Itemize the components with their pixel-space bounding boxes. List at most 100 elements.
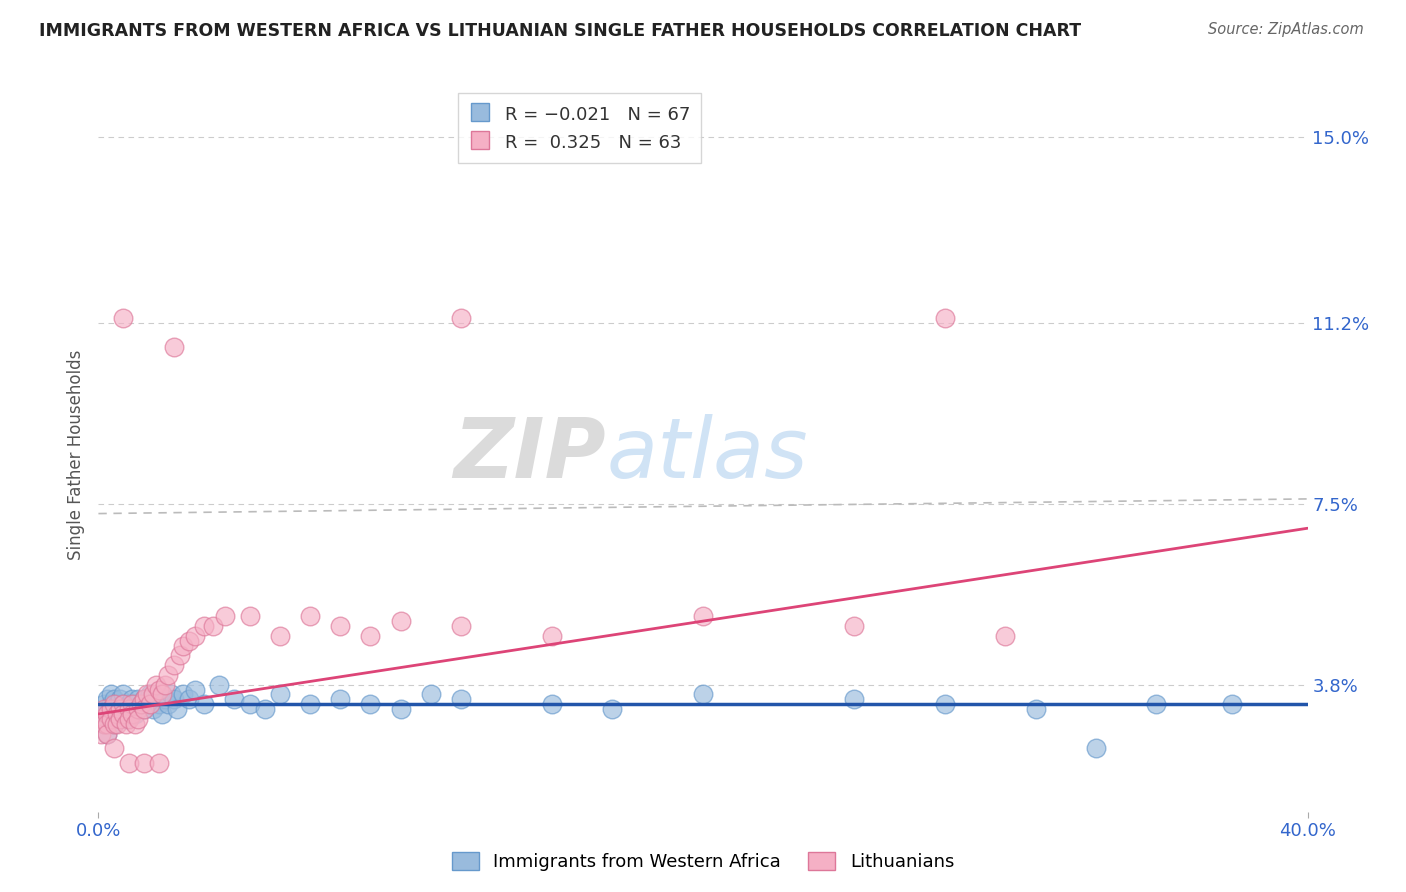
Point — [103, 716, 125, 731]
Point — [934, 311, 956, 326]
Point — [934, 697, 956, 711]
Point — [96, 692, 118, 706]
Point — [132, 702, 155, 716]
Point — [692, 687, 714, 701]
Point — [184, 629, 207, 643]
Point — [329, 692, 352, 706]
Point — [166, 702, 188, 716]
Point — [111, 697, 134, 711]
Point — [844, 692, 866, 706]
Point — [111, 697, 134, 711]
Point — [132, 692, 155, 706]
Point — [100, 697, 122, 711]
Point — [329, 619, 352, 633]
Point — [118, 706, 141, 721]
Point — [153, 692, 176, 706]
Point — [135, 697, 157, 711]
Point — [172, 687, 194, 701]
Legend: R = −0.021   N = 67, R =  0.325   N = 63: R = −0.021 N = 67, R = 0.325 N = 63 — [458, 93, 702, 163]
Point — [269, 687, 291, 701]
Text: Source: ZipAtlas.com: Source: ZipAtlas.com — [1208, 22, 1364, 37]
Point — [103, 716, 125, 731]
Text: atlas: atlas — [606, 415, 808, 495]
Point — [148, 756, 170, 770]
Point — [148, 682, 170, 697]
Point — [111, 311, 134, 326]
Point — [124, 697, 146, 711]
Point — [1144, 697, 1167, 711]
Point — [127, 692, 149, 706]
Point — [145, 692, 167, 706]
Point — [540, 629, 562, 643]
Point — [108, 692, 131, 706]
Point — [299, 697, 322, 711]
Point — [1085, 741, 1108, 756]
Point — [90, 712, 112, 726]
Point — [114, 716, 136, 731]
Point — [139, 697, 162, 711]
Point — [163, 340, 186, 354]
Point — [105, 706, 128, 721]
Point — [184, 682, 207, 697]
Point — [114, 702, 136, 716]
Point — [420, 687, 443, 701]
Point — [169, 648, 191, 663]
Point — [389, 702, 412, 716]
Point — [93, 697, 115, 711]
Point — [118, 712, 141, 726]
Point — [139, 687, 162, 701]
Point — [96, 706, 118, 721]
Point — [253, 702, 276, 716]
Point — [994, 629, 1017, 643]
Point — [450, 311, 472, 326]
Point — [1024, 702, 1046, 716]
Point — [172, 639, 194, 653]
Point — [214, 609, 236, 624]
Point — [602, 702, 624, 716]
Text: ZIP: ZIP — [454, 415, 606, 495]
Point — [93, 716, 115, 731]
Point — [224, 692, 246, 706]
Point — [160, 687, 183, 701]
Point — [193, 697, 215, 711]
Point — [450, 692, 472, 706]
Point — [360, 629, 382, 643]
Point — [844, 619, 866, 633]
Point — [114, 712, 136, 726]
Point — [121, 692, 143, 706]
Point — [142, 687, 165, 701]
Point — [150, 687, 173, 701]
Point — [105, 706, 128, 721]
Point — [1220, 697, 1243, 711]
Point — [360, 697, 382, 711]
Point — [179, 692, 201, 706]
Point — [100, 687, 122, 701]
Point — [100, 702, 122, 716]
Point — [90, 706, 112, 721]
Point — [108, 702, 131, 716]
Point — [127, 702, 149, 716]
Point — [129, 697, 152, 711]
Point — [692, 609, 714, 624]
Point — [105, 697, 128, 711]
Point — [124, 716, 146, 731]
Point — [111, 706, 134, 721]
Point — [540, 697, 562, 711]
Point — [103, 697, 125, 711]
Point — [103, 692, 125, 706]
Point — [121, 702, 143, 716]
Point — [90, 726, 112, 740]
Point — [96, 726, 118, 740]
Text: IMMIGRANTS FROM WESTERN AFRICA VS LITHUANIAN SINGLE FATHER HOUSEHOLDS CORRELATIO: IMMIGRANTS FROM WESTERN AFRICA VS LITHUA… — [39, 22, 1081, 40]
Point — [121, 706, 143, 721]
Point — [163, 658, 186, 673]
Point — [118, 697, 141, 711]
Point — [121, 697, 143, 711]
Point — [108, 712, 131, 726]
Point — [150, 706, 173, 721]
Point — [142, 702, 165, 716]
Point — [100, 712, 122, 726]
Point — [103, 741, 125, 756]
Point — [239, 697, 262, 711]
Point — [156, 668, 179, 682]
